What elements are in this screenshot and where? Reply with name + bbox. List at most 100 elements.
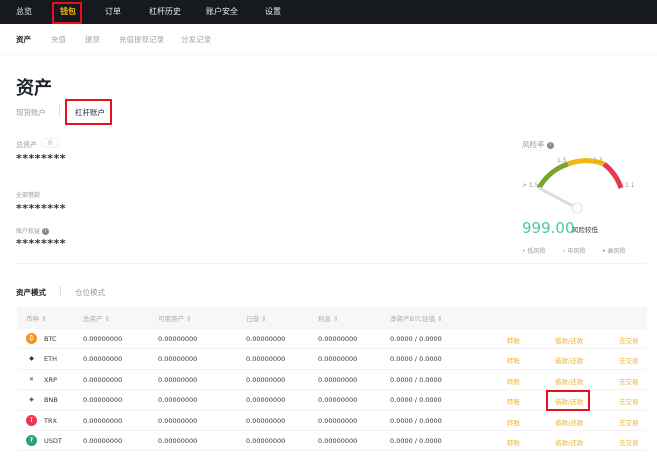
col-interest[interactable]: 利息 ⇕ xyxy=(318,315,339,323)
coin-name: ETH xyxy=(44,355,57,364)
transfer-link[interactable]: 转账 xyxy=(507,439,520,447)
trade-link[interactable]: 去交易 xyxy=(619,418,639,427)
total-cell: 0.00000000 xyxy=(83,355,123,364)
sub-nav: 资产 充值 提现 充值提现记录 分发记录 xyxy=(0,24,657,53)
gauge-tick: 1.5 xyxy=(557,157,567,164)
col-label: 币种 xyxy=(26,315,39,323)
total-assets-label: 总资产 xyxy=(16,141,37,149)
borrow-repay-link[interactable]: 借款/还款 xyxy=(555,398,584,407)
equity-label-text: 账户权益 xyxy=(16,228,41,235)
table-row: ◈ BNB 0.00000000 0.00000000 0.00000000 0… xyxy=(17,390,647,411)
subnav-withdraw[interactable]: 提现 xyxy=(85,35,100,44)
col-available[interactable]: 可用资产 ⇕ xyxy=(158,315,192,323)
interest-cell: 0.00000000 xyxy=(318,416,358,425)
subnav-deposit[interactable]: 充值 xyxy=(51,35,66,44)
legend-mid: • 中风险 xyxy=(562,248,586,255)
transfer-link[interactable]: 转账 xyxy=(507,357,520,366)
net-cell: 0.0000 / 0.0000 xyxy=(390,375,442,384)
legend-label: 高风险 xyxy=(607,248,626,255)
equity-label: 账户权益 i xyxy=(16,226,49,235)
subnav-history[interactable]: 充值提现记录 xyxy=(119,35,164,44)
tab-position-mode[interactable]: 仓位模式 xyxy=(75,288,105,297)
eye-hide-icon[interactable]: ◎ xyxy=(41,138,59,148)
coin-name: BNB xyxy=(44,396,58,405)
nav-orders[interactable]: 订单 xyxy=(105,7,121,16)
risk-status: 风险较低 xyxy=(572,226,598,234)
nav-wallet[interactable]: 钱包 xyxy=(60,7,76,16)
total-cell: 0.00000000 xyxy=(83,375,123,384)
col-coin[interactable]: 币种 ⇕ xyxy=(26,315,47,323)
gauge-low-segment xyxy=(536,161,569,190)
available-cell: 0.00000000 xyxy=(158,416,198,425)
subnav-distribution[interactable]: 分发记录 xyxy=(181,35,211,44)
gauge-hub xyxy=(571,202,583,214)
trade-link[interactable]: 去交易 xyxy=(619,357,639,366)
legend-high: • 高风险 xyxy=(602,248,626,255)
interest-cell: 0.00000000 xyxy=(318,396,358,405)
trade-link[interactable]: 去交易 xyxy=(619,398,639,407)
available-cell: 0.00000000 xyxy=(158,375,198,384)
info-icon[interactable]: i xyxy=(546,141,554,149)
table-row: ◆ ETH 0.00000000 0.00000000 0.00000000 0… xyxy=(17,349,647,370)
tab-asset-mode[interactable]: 资产模式 xyxy=(16,288,46,297)
net-cell: 0.0000 / 0.0000 xyxy=(390,396,442,405)
trade-link[interactable]: 去交易 xyxy=(619,337,639,345)
gauge-high-segment xyxy=(602,162,624,189)
transfer-link[interactable]: 转账 xyxy=(507,337,520,345)
borrowed-cell: 0.00000000 xyxy=(246,396,286,405)
table-row: ₿ BTC 0.00000000 0.00000000 0.00000000 0… xyxy=(17,329,647,350)
xrp-coin-icon: ✕ xyxy=(26,373,37,385)
available-cell: 0.00000000 xyxy=(158,437,198,445)
trade-link[interactable]: 去交易 xyxy=(619,377,639,386)
col-borrowed[interactable]: 已借 ⇕ xyxy=(246,315,267,323)
gauge-tick: 1.3 xyxy=(593,157,603,164)
info-icon[interactable]: i xyxy=(41,228,49,235)
borrow-repay-link[interactable]: 借款/还款 xyxy=(555,439,584,447)
nav-margin-history[interactable]: 杠杆历史 xyxy=(149,7,181,16)
nav-overview[interactable]: 总览 xyxy=(16,7,32,16)
available-cell: 0.00000000 xyxy=(158,335,198,343)
table-row: ✕ XRP 0.00000000 0.00000000 0.00000000 0… xyxy=(17,370,647,391)
borrowed-cell: 0.00000000 xyxy=(246,355,286,364)
transfer-link[interactable]: 转账 xyxy=(507,377,520,386)
col-label: 可用资产 xyxy=(158,315,184,323)
table-row: ₮ USDT 0.00000000 0.00000000 0.00000000 … xyxy=(17,431,647,452)
btc-coin-icon: ₿ xyxy=(26,333,37,344)
total-cell: 0.00000000 xyxy=(83,396,123,405)
divider xyxy=(16,263,646,264)
borrow-repay-link[interactable]: 借款/还款 xyxy=(555,377,584,386)
transfer-link[interactable]: 转账 xyxy=(507,398,520,407)
nav-account-security[interactable]: 账户安全 xyxy=(206,7,238,16)
tab-spot-account[interactable]: 现货账户 xyxy=(16,108,46,117)
borrowed-cell: 0.00000000 xyxy=(246,416,286,425)
subnav-assets[interactable]: 资产 xyxy=(16,35,31,44)
total-cell: 0.00000000 xyxy=(83,437,123,445)
highlight-box xyxy=(546,390,590,411)
tab-margin-account[interactable]: 杠杆账户 xyxy=(75,108,105,117)
col-net-btc[interactable]: 净资产BTC估值 ⇕ xyxy=(390,315,443,323)
col-label: 总资产 xyxy=(83,315,103,323)
coin-name: XRP xyxy=(44,375,57,384)
eth-coin-icon: ◆ xyxy=(26,353,37,365)
page-title: 资产 xyxy=(16,78,52,99)
net-cell: 0.0000 / 0.0000 xyxy=(390,437,442,445)
trx-coin-icon: T xyxy=(26,414,37,426)
col-total[interactable]: 总资产 ⇕ xyxy=(83,315,111,323)
top-nav: 总览 钱包 订单 杠杆历史 账户安全 设置 xyxy=(0,0,657,24)
borrowed-cell: 0.00000000 xyxy=(246,375,286,384)
divider xyxy=(60,286,61,296)
coin-name: USDT xyxy=(44,437,62,445)
nav-settings[interactable]: 设置 xyxy=(265,7,281,16)
divider xyxy=(59,105,60,116)
borrow-repay-link[interactable]: 借款/还款 xyxy=(555,418,584,427)
borrow-repay-link[interactable]: 借款/还款 xyxy=(555,337,584,345)
borrow-repay-link[interactable]: 借款/还款 xyxy=(555,357,584,366)
legend-label: 中风险 xyxy=(567,248,586,255)
coin-name: BTC xyxy=(44,335,57,343)
borrowed-cell: 0.00000000 xyxy=(246,437,286,445)
trade-link[interactable]: 去交易 xyxy=(619,439,639,447)
col-label: 利息 xyxy=(318,315,331,323)
borrowed-cell: 0.00000000 xyxy=(246,335,286,343)
transfer-link[interactable]: 转账 xyxy=(507,418,520,427)
risk-value: 999.00 xyxy=(522,219,575,237)
